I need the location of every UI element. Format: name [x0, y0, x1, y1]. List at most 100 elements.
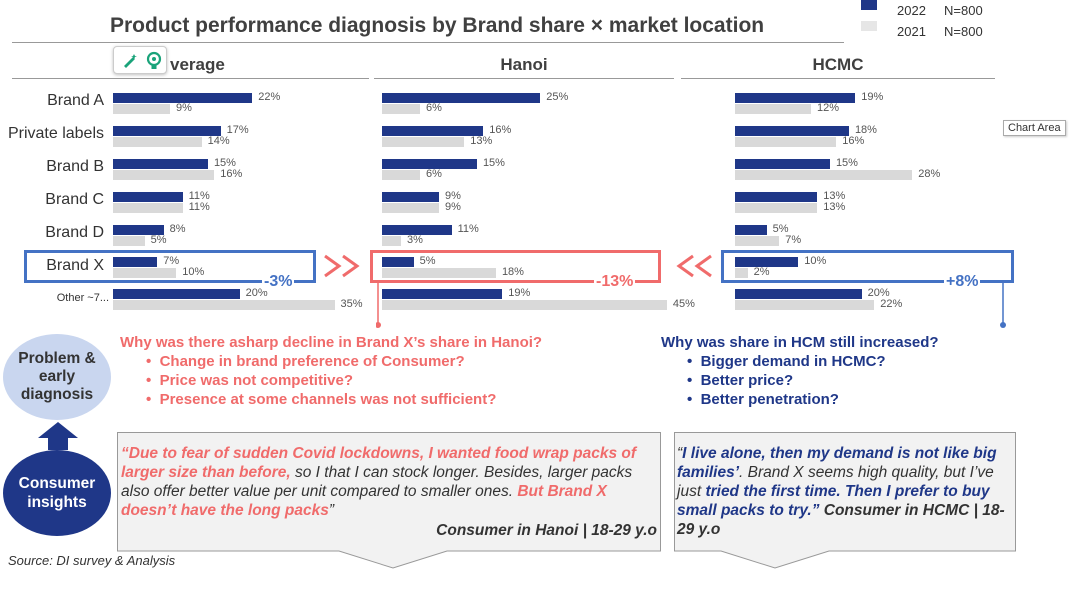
- value-label-hcmc-2022-0: 19%: [861, 91, 884, 103]
- bar-hanoi-2021-5: [382, 268, 496, 278]
- value-label-hanoi-2021-0: 6%: [425, 102, 442, 114]
- bar-hanoi-2022-2: [382, 159, 477, 169]
- double-chevron-right-icon: [322, 252, 368, 285]
- hanoi-connector: [375, 283, 384, 334]
- value-label-average-2021-3: 11%: [188, 201, 210, 213]
- value-label-hanoi-2022-3: 9%: [444, 190, 461, 202]
- bar-average-2021-6: [113, 300, 335, 310]
- lightbulb-icon[interactable]: [145, 51, 163, 76]
- value-label-average-2022-2: 15%: [213, 157, 236, 169]
- hcmc-bullet-1: • Bigger demand in HCMC?: [687, 353, 886, 370]
- bar-hcmc-2021-5: [735, 268, 748, 278]
- value-label-hcmc-2022-1: 18%: [854, 124, 877, 136]
- bar-hcmc-2021-3: [735, 203, 818, 213]
- brand-label-d: Brand D: [45, 224, 104, 241]
- change-average: -3%: [262, 273, 295, 291]
- bar-hanoi-2021-2: [382, 170, 420, 180]
- value-label-hcmc-2021-4: 7%: [785, 234, 802, 246]
- bar-average-2021-0: [113, 104, 170, 114]
- bar-average-2021-4: [113, 236, 145, 246]
- quote-text-hcmc: “I live alone, then my demand is not lik…: [677, 445, 1005, 538]
- bar-hanoi-2021-3: [382, 203, 439, 213]
- panel-divider-hanoi: [374, 78, 674, 79]
- bar-hanoi-2021-6: [382, 300, 667, 310]
- value-label-hanoi-2022-4: 11%: [457, 223, 479, 235]
- brand-label-b: Brand B: [46, 158, 104, 175]
- bar-hanoi-2021-0: [382, 104, 420, 114]
- value-label-hanoi-2022-2: 15%: [482, 157, 505, 169]
- hcmc-connector: [1000, 283, 1008, 334]
- value-label-average-2021-1: 14%: [207, 135, 230, 147]
- problem-bubble: Problem & early diagnosis: [3, 334, 111, 420]
- bar-hcmc-2021-6: [735, 300, 875, 310]
- bar-average-2022-1: [113, 126, 221, 136]
- magic-pen-icon[interactable]: [120, 51, 140, 76]
- bar-average-2022-0: [113, 93, 253, 103]
- value-label-hcmc-2021-6: 22%: [880, 298, 903, 310]
- value-label-average-2022-3: 11%: [188, 190, 210, 202]
- bar-hcmc-2022-2: [735, 159, 830, 169]
- bar-hcmc-2022-3: [735, 192, 818, 202]
- bar-hanoi-2022-5: [382, 257, 414, 267]
- brand-x-highlight-average: [24, 250, 316, 283]
- bar-average-2022-5: [113, 257, 158, 267]
- value-label-hanoi-2021-2: 6%: [425, 168, 442, 180]
- value-label-hcmc-2022-3: 13%: [823, 190, 846, 202]
- bar-hcmc-2022-6: [735, 289, 862, 299]
- bar-hcmc-2021-2: [735, 170, 913, 180]
- chart-area-tooltip: Chart Area: [1003, 120, 1066, 136]
- value-label-average-2021-5: 10%: [182, 266, 205, 278]
- bar-average-2022-6: [113, 289, 240, 299]
- value-label-hanoi-2022-0: 25%: [546, 91, 569, 103]
- bar-hcmc-2021-4: [735, 236, 780, 246]
- bar-plot-area: 22% 17% 15% 11% 8% 7% 20% 9% 14% 16% 11% 5% 10% 35% 25…: [113, 91, 941, 310]
- brand-label-c: Brand C: [45, 191, 104, 208]
- value-label-hcmc-2021-0: 12%: [816, 102, 839, 114]
- value-label-hcmc-2022-6: 20%: [867, 287, 890, 299]
- quote-signature-hanoi: Consumer in Hanoi | 18-29 y.o: [436, 522, 657, 539]
- value-label-hanoi-2022-5: 5%: [419, 255, 436, 267]
- double-chevron-left-icon: [668, 252, 714, 285]
- value-label-hanoi-2022-6: 19%: [508, 287, 531, 299]
- quick-actions-toolbar[interactable]: [113, 46, 167, 74]
- value-label-hcmc-2021-1: 16%: [842, 135, 865, 147]
- panel-title-hcmc: HCMC: [812, 55, 864, 74]
- value-label-average-2022-4: 8%: [169, 223, 186, 235]
- bar-hanoi-2022-6: [382, 289, 503, 299]
- value-label-hanoi-2022-1: 16%: [489, 124, 512, 136]
- value-label-hcmc-2022-4: 5%: [772, 223, 789, 235]
- legend-swatch-2022: [861, 0, 877, 10]
- value-label-hanoi-2021-6: 45%: [672, 298, 695, 310]
- bar-average-2022-4: [113, 225, 164, 235]
- legend-n-2022: N=800: [944, 3, 983, 18]
- brand-label-a: Brand A: [47, 92, 104, 109]
- legend-year-2022: 2022: [897, 3, 926, 18]
- bar-average-2021-1: [113, 137, 202, 147]
- change-hcmc: +8%: [944, 273, 981, 291]
- chart-title: Product performance diagnosis by Brand s…: [110, 14, 765, 37]
- bar-hanoi-2021-1: [382, 137, 465, 147]
- quote-box-hanoi: “Due to fear of sudden Covid lockdowns, …: [117, 432, 661, 570]
- value-label-hcmc-2022-5: 10%: [804, 255, 827, 267]
- bar-hcmc-2022-0: [735, 93, 856, 103]
- legend-year-2021: 2021: [897, 24, 926, 39]
- hcmc-bullet-2: • Better price?: [687, 372, 794, 389]
- hcmc-question-title: Why was share in HCM still increased?: [661, 334, 939, 351]
- hanoi-bullet-1: • Change in brand preference of Consumer…: [146, 353, 465, 370]
- bar-hcmc-2022-4: [735, 225, 767, 235]
- bar-hcmc-2021-1: [735, 137, 837, 147]
- value-label-hcmc-2021-3: 13%: [823, 201, 846, 213]
- brand-x-highlight-hanoi: [370, 250, 661, 283]
- hanoi-question-title: Why was there asharp decline in Brand X’…: [120, 334, 543, 351]
- value-label-average-2022-0: 22%: [258, 91, 281, 103]
- bar-average-2021-3: [113, 203, 183, 213]
- legend-swatch-2021: [861, 21, 877, 31]
- value-label-hcmc-2021-2: 28%: [918, 168, 941, 180]
- legend-n-2021: N=800: [944, 24, 983, 39]
- title-divider: [12, 42, 844, 43]
- insights-bubble: Consumer insights: [3, 450, 111, 536]
- value-label-average-2022-5: 7%: [163, 255, 180, 267]
- hanoi-bullet-2: • Price was not competitive?: [146, 372, 353, 389]
- panel-title-average: verage: [170, 55, 225, 74]
- value-label-hanoi-2021-5: 18%: [501, 266, 524, 278]
